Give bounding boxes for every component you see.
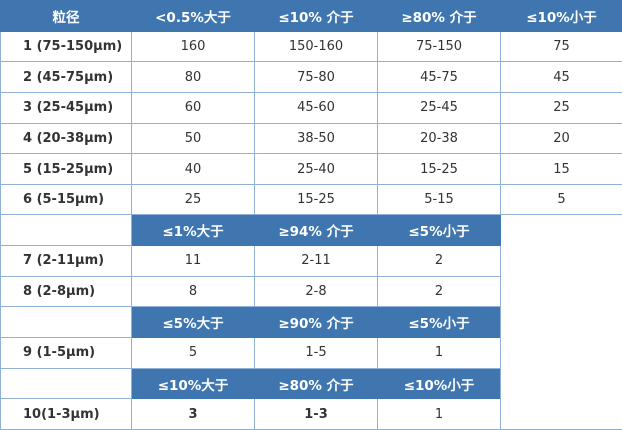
column-header: ≤10%大于 (131, 367, 255, 400)
size-label: 6 (5-15µm) (0, 183, 132, 216)
value-cell: 150-160 (254, 30, 378, 63)
value-cell: 3 (131, 398, 255, 430)
empty-cell (0, 367, 132, 400)
column-header: ≥90% 介于 (254, 306, 378, 339)
value-cell: 1-3 (254, 398, 378, 430)
value-cell: 45 (500, 61, 622, 93)
table-row: 8 (2-8µm) 8 2-8 2 (0, 275, 622, 308)
size-label: 5 (15-25µm) (0, 153, 132, 185)
column-header: 粒径 (0, 0, 132, 32)
value-cell: 25 (131, 183, 255, 216)
value-cell: 2-8 (254, 275, 378, 308)
table-row: 1 (75-150µm) 160 150-160 75-150 75 (0, 30, 622, 63)
value-cell: 8 (131, 275, 255, 308)
column-header: <0.5%大于 (131, 0, 255, 32)
table-row: 9 (1-5µm) 5 1-5 1 (0, 337, 622, 369)
size-label: 7 (2-11µm) (0, 245, 132, 277)
value-cell: 60 (131, 91, 255, 124)
subheader-row: ≤10%大于 ≥80% 介于 ≤10%小于 (0, 367, 622, 400)
column-header: ≤5%小于 (377, 306, 501, 339)
value-cell: 25-45 (377, 91, 501, 124)
size-label: 2 (45-75µm) (0, 61, 132, 93)
value-cell: 20 (500, 122, 622, 155)
empty-cell (0, 306, 132, 339)
column-header: ≤10% 介于 (254, 0, 378, 32)
value-cell: 45-60 (254, 91, 378, 124)
value-cell: 75-80 (254, 61, 378, 93)
value-cell: 75-150 (377, 30, 501, 63)
size-label: 3 (25-45µm) (0, 91, 132, 124)
value-cell: 50 (131, 122, 255, 155)
table-row: 10(1-3µm) 3 1-3 1 (0, 398, 622, 430)
empty-merged-cell (500, 214, 622, 430)
value-cell: 15 (500, 153, 622, 185)
table-row: 4 (20-38µm) 50 38-50 20-38 20 (0, 122, 622, 155)
value-cell: 5-15 (377, 183, 501, 216)
empty-cell (0, 214, 132, 247)
table-row: 2 (45-75µm) 80 75-80 45-75 45 (0, 61, 622, 93)
size-label: 9 (1-5µm) (0, 337, 132, 369)
column-header: ≤10%小于 (377, 367, 501, 400)
value-cell: 160 (131, 30, 255, 63)
column-header: ≥80% 介于 (377, 0, 501, 32)
value-cell: 11 (131, 245, 255, 277)
value-cell: 2 (377, 245, 501, 277)
value-cell: 20-38 (377, 122, 501, 155)
column-header: ≥94% 介于 (254, 214, 378, 247)
value-cell: 75 (500, 30, 622, 63)
value-cell: 1-5 (254, 337, 378, 369)
table-row: 7 (2-11µm) 11 2-11 2 (0, 245, 622, 277)
size-label: 4 (20-38µm) (0, 122, 132, 155)
table-row: 5 (15-25µm) 40 25-40 15-25 15 (0, 153, 622, 185)
value-cell: 1 (377, 337, 501, 369)
value-cell: 2-11 (254, 245, 378, 277)
size-label: 8 (2-8µm) (0, 275, 132, 308)
value-cell: 1 (377, 398, 501, 430)
value-cell: 5 (131, 337, 255, 369)
value-cell: 40 (131, 153, 255, 185)
value-cell: 38-50 (254, 122, 378, 155)
column-header: ≤10%小于 (500, 0, 622, 32)
value-cell: 25 (500, 91, 622, 124)
size-label: 1 (75-150µm) (0, 30, 132, 63)
value-cell: 15-25 (377, 153, 501, 185)
value-cell: 5 (500, 183, 622, 216)
column-header: ≥80% 介于 (254, 367, 378, 400)
value-cell: 25-40 (254, 153, 378, 185)
value-cell: 45-75 (377, 61, 501, 93)
value-cell: 80 (131, 61, 255, 93)
column-header: ≤5%小于 (377, 214, 501, 247)
column-header: ≤1%大于 (131, 214, 255, 247)
header-row: 粒径 <0.5%大于 ≤10% 介于 ≥80% 介于 ≤10%小于 (0, 0, 622, 32)
table-row: 6 (5-15µm) 25 15-25 5-15 5 (0, 183, 622, 216)
subheader-row: ≤1%大于 ≥94% 介于 ≤5%小于 (0, 214, 622, 430)
value-cell: 15-25 (254, 183, 378, 216)
value-cell: 2 (377, 275, 501, 308)
size-label: 10(1-3µm) (0, 398, 132, 430)
column-header: ≤5%大于 (131, 306, 255, 339)
table-row: 3 (25-45µm) 60 45-60 25-45 25 (0, 91, 622, 124)
